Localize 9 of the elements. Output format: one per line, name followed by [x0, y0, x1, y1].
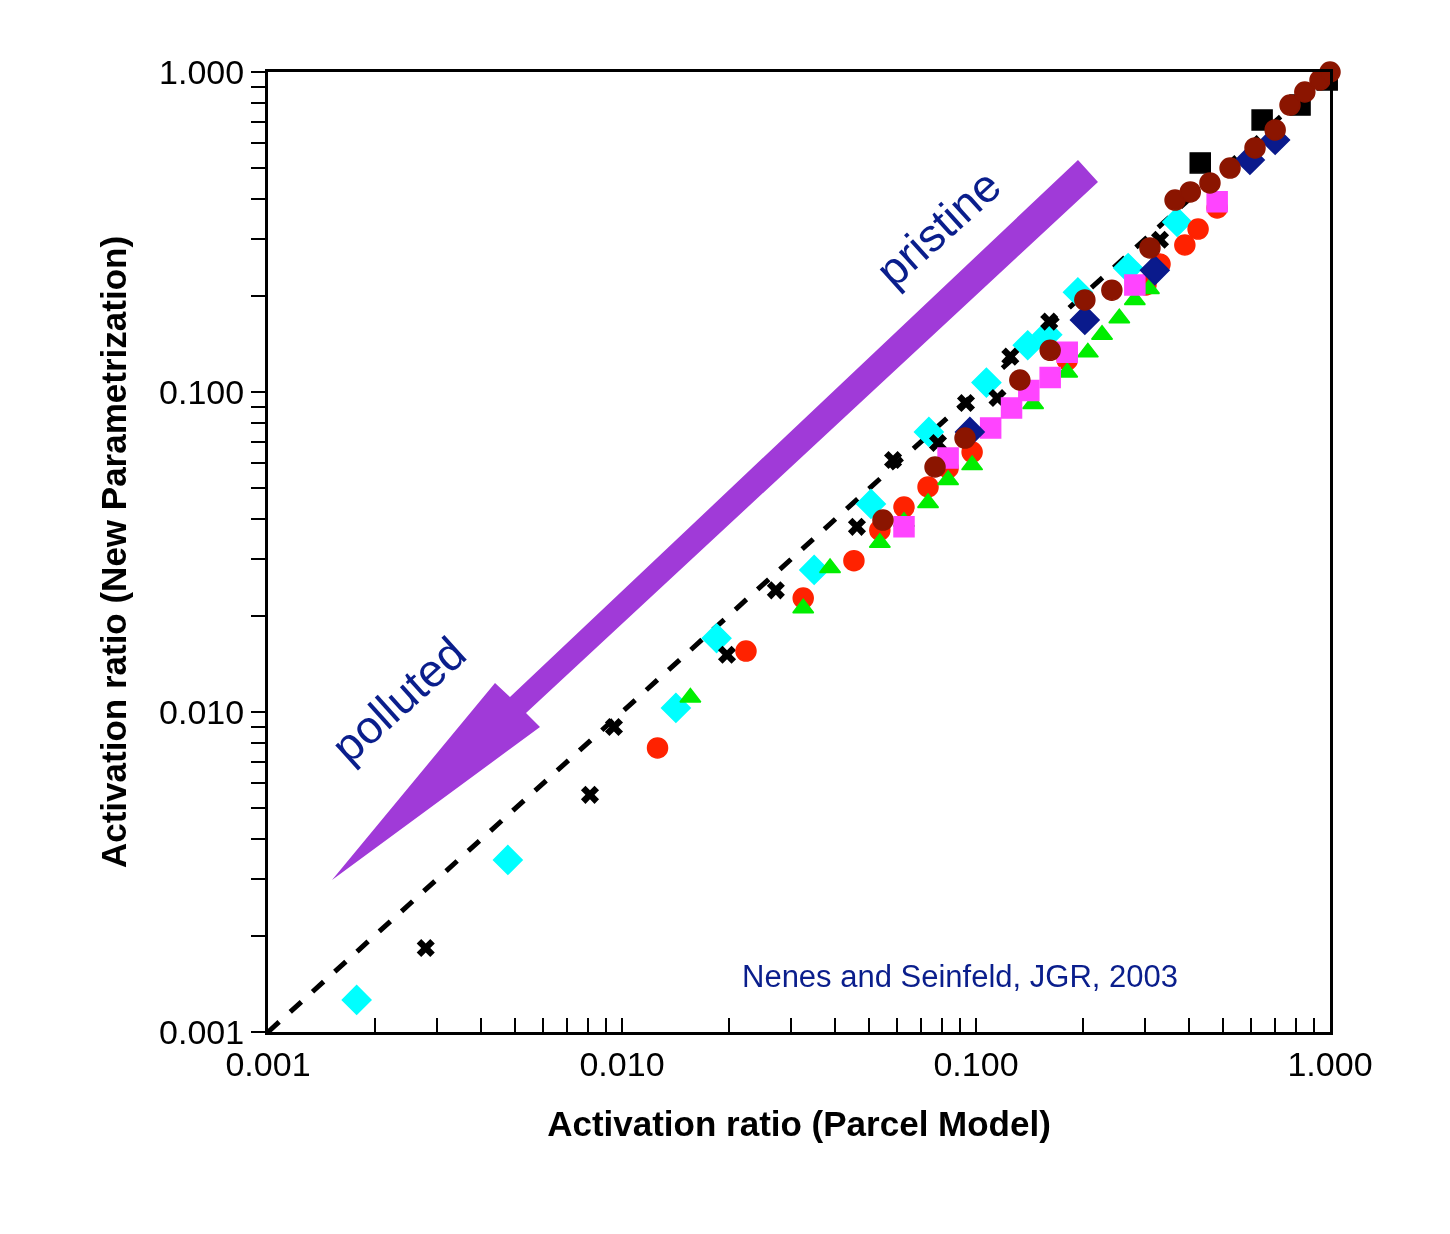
annotation: Nenes and Seinfeld, JGR, 2003 [742, 959, 1178, 994]
x-axis-title: Activation ratio (Parcel Model) [547, 1103, 1051, 1143]
y-tick-label: 1.000 [159, 52, 245, 91]
y-tick-label: 0.010 [159, 692, 245, 731]
x-tick-label: 1.000 [1287, 1044, 1373, 1083]
x-tick-label: 0.010 [579, 1044, 665, 1083]
y-axis-title: Activation ratio (New Parametrization) [94, 235, 134, 869]
y-tick-label: 0.100 [159, 372, 245, 411]
x-tick-label: 0.100 [933, 1044, 1019, 1083]
